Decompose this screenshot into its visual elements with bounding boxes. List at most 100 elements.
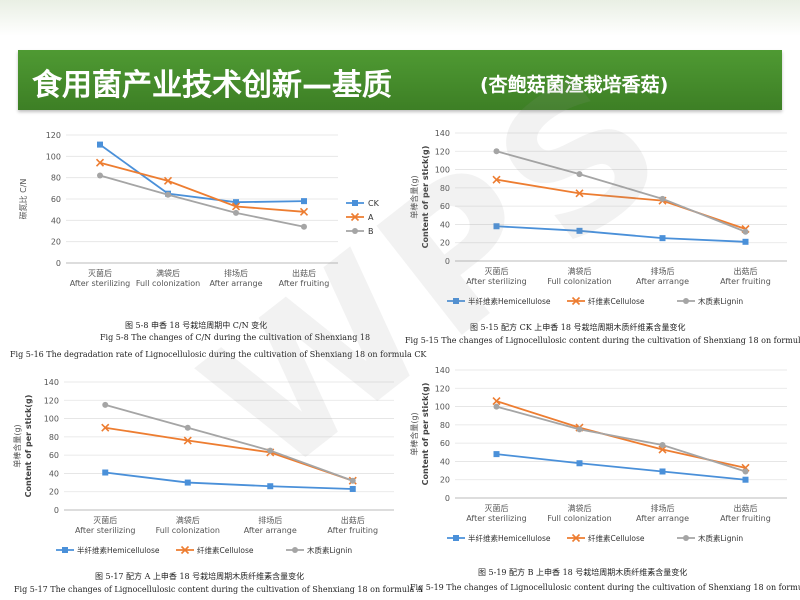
x-tick-label-en: After arrange bbox=[244, 526, 297, 535]
series-line bbox=[496, 405, 746, 473]
x-tick-label-zh: 出菇后 bbox=[341, 515, 365, 525]
y-tick-label: 20 bbox=[440, 476, 450, 485]
legend-marker bbox=[571, 296, 581, 306]
legend-marker bbox=[453, 298, 459, 304]
data-point bbox=[163, 176, 173, 185]
legend-label: CK bbox=[368, 199, 380, 208]
data-point bbox=[659, 468, 666, 475]
x-tick-label-en: After sterilizing bbox=[75, 526, 136, 535]
y-tick-label: 0 bbox=[445, 257, 450, 266]
x-tick-label-zh: 出菇后 bbox=[734, 503, 758, 513]
data-point bbox=[97, 172, 103, 179]
legend-label: 纤维素Cellulose bbox=[588, 533, 645, 543]
y-tick-label: 20 bbox=[440, 239, 450, 248]
legend-label: 半纤维素Hemicellulose bbox=[468, 296, 551, 306]
data-point bbox=[576, 460, 583, 467]
x-tick-label-en: Full colonization bbox=[156, 526, 220, 535]
legend-marker bbox=[62, 547, 68, 553]
legend-label: 半纤维素Hemicellulose bbox=[468, 533, 551, 543]
legend-marker bbox=[683, 535, 689, 541]
y-tick-label: 140 bbox=[44, 378, 59, 387]
data-point bbox=[349, 477, 356, 484]
x-tick-label-en: After arrange bbox=[209, 279, 262, 288]
y-tick-label: 60 bbox=[440, 439, 450, 448]
y-tick-label: 20 bbox=[51, 238, 61, 247]
series-line bbox=[496, 453, 746, 481]
data-point bbox=[349, 485, 356, 492]
data-point bbox=[493, 403, 500, 410]
data-point bbox=[576, 227, 583, 234]
data-point bbox=[299, 207, 309, 216]
caption-b-zh: 图 5-19 配方 B 上申香 18 号栽培周期木质纤维素含量变化 bbox=[478, 568, 688, 577]
legend-marker bbox=[352, 200, 358, 206]
page-title: 食用菌产业技术创新—基质 bbox=[32, 68, 392, 103]
data-point bbox=[742, 476, 749, 483]
y-tick-label: 100 bbox=[46, 152, 61, 161]
series-line bbox=[99, 161, 305, 213]
series-line bbox=[105, 426, 354, 482]
data-point bbox=[165, 191, 171, 198]
y-axis-label-zh: 单棒含量(g) bbox=[12, 424, 22, 467]
y-tick-label: 80 bbox=[440, 184, 450, 193]
series-line bbox=[105, 403, 354, 482]
legend-label: 木质素Lignin bbox=[698, 533, 743, 543]
data-point bbox=[184, 424, 191, 431]
y-tick-label: 60 bbox=[51, 195, 61, 204]
data-point bbox=[742, 228, 749, 235]
caption-cn-ratio-zh: 图 5-8 申香 18 号栽培周期中 C/N 变化 bbox=[125, 321, 268, 330]
y-tick-label: 140 bbox=[435, 366, 450, 375]
y-axis-label-zh: 单棒含量(g) bbox=[409, 412, 419, 455]
y-axis-label: 碳氮比 C/N bbox=[18, 179, 28, 220]
data-point bbox=[301, 198, 307, 205]
caption-a-zh: 图 5-17 配方 A 上申香 18 号栽培周期木质纤维素含量变化 bbox=[95, 572, 305, 581]
y-tick-label: 100 bbox=[44, 415, 59, 424]
series-line bbox=[99, 143, 305, 204]
x-tick-label-en: After fruiting bbox=[327, 526, 378, 535]
data-point bbox=[183, 436, 192, 445]
x-tick-label-en: Full colonization bbox=[136, 279, 200, 288]
x-tick-label-zh: 灭菌后 bbox=[485, 266, 509, 276]
y-tick-label: 120 bbox=[435, 384, 450, 393]
legend-label: 纤维素Cellulose bbox=[197, 545, 254, 555]
x-tick-label-en: After fruiting bbox=[279, 279, 330, 288]
y-tick-label: 40 bbox=[440, 457, 450, 466]
series-line bbox=[105, 471, 353, 490]
y-axis-label-en: Content of per stick(g) bbox=[421, 383, 430, 486]
y-tick-label: 0 bbox=[56, 259, 61, 268]
legend-label: A bbox=[368, 213, 374, 222]
x-tick-label-en: After fruiting bbox=[720, 514, 771, 523]
y-tick-label: 80 bbox=[51, 174, 61, 183]
y-tick-label: 120 bbox=[44, 396, 59, 405]
title-banner bbox=[18, 50, 782, 110]
x-tick-label-zh: 排场后 bbox=[224, 268, 248, 278]
caption-a-en: Fig 5-17 The changes of Lignocellulosic … bbox=[14, 585, 423, 594]
data-point bbox=[102, 401, 109, 408]
data-point bbox=[233, 199, 239, 206]
x-tick-label-zh: 排场后 bbox=[258, 515, 282, 525]
data-point bbox=[184, 479, 191, 486]
y-tick-label: 100 bbox=[435, 166, 450, 175]
legend-label: 半纤维素Hemicellulose bbox=[77, 545, 160, 555]
data-point bbox=[659, 235, 666, 242]
x-tick-label-zh: 满袋后 bbox=[156, 268, 180, 278]
data-point bbox=[95, 158, 105, 167]
series-line bbox=[496, 225, 746, 243]
x-tick-label-zh: 满袋后 bbox=[568, 503, 592, 513]
caption-ck-en: Fig 5-15 The changes of Lignocellulosic … bbox=[405, 336, 800, 345]
data-point bbox=[233, 209, 239, 216]
data-point bbox=[493, 223, 500, 230]
legend-marker bbox=[350, 212, 360, 222]
data-point bbox=[493, 451, 500, 458]
series-line bbox=[496, 150, 746, 233]
caption-b-en: Fig 5-19 The changes of Lignocellulosic … bbox=[410, 583, 800, 592]
data-point bbox=[659, 441, 666, 448]
y-tick-label: 80 bbox=[440, 421, 450, 430]
data-point bbox=[301, 223, 307, 230]
y-tick-label: 80 bbox=[49, 433, 59, 442]
data-point bbox=[576, 426, 583, 433]
y-tick-label: 40 bbox=[440, 220, 450, 229]
